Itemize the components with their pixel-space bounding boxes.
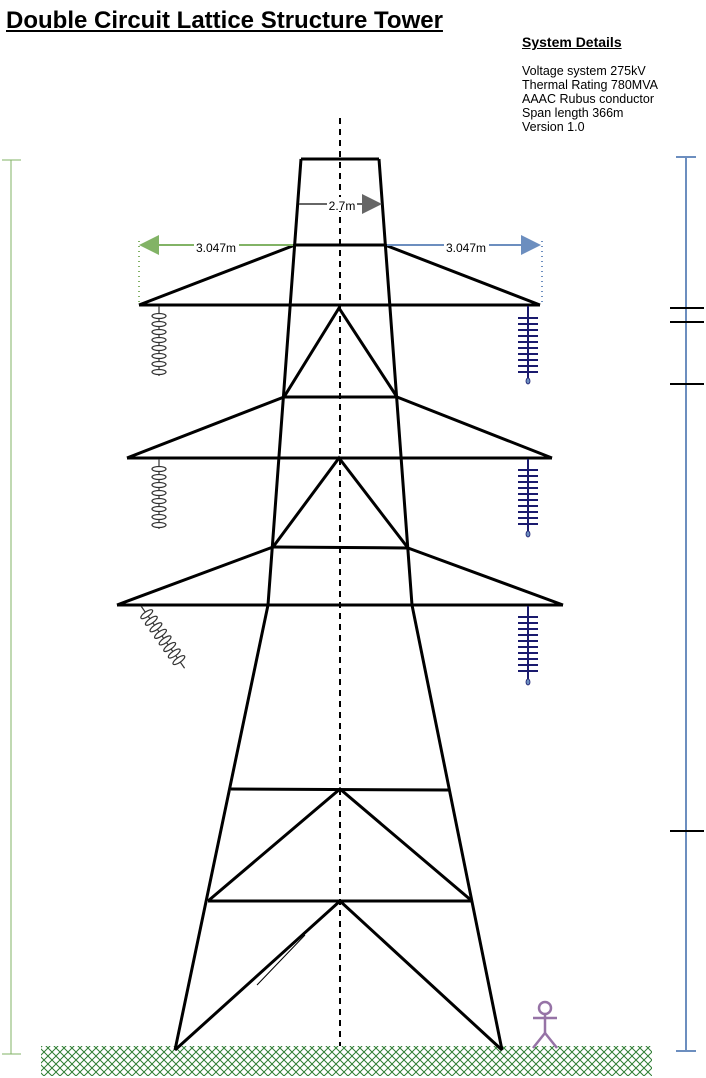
insulator-left-top: [151, 306, 167, 376]
detail-span-length: Span length 366m: [522, 106, 624, 120]
right-crossarm-dimension: [387, 235, 543, 303]
detail-voltage: Voltage system 275kV: [522, 64, 646, 78]
insulator-left-bottom: [140, 605, 186, 669]
detail-thermal-rating: Thermal Rating 780MVA: [522, 78, 658, 92]
ground-hatch: [41, 1046, 652, 1076]
left-crossarm-label: 3.047m: [196, 241, 236, 255]
system-details-heading: System Details: [522, 34, 622, 50]
left-height-bar: [2, 159, 21, 1055]
insulator-right-middle: [518, 459, 538, 538]
insulator-right-bottom: [518, 606, 538, 686]
top-width-label: 2.7m: [329, 199, 356, 213]
detail-conductor: AAAC Rubus conductor: [522, 92, 655, 106]
tower-structure: [116, 157, 564, 1052]
page-title: Double Circuit Lattice Structure Tower: [6, 7, 443, 34]
right-height-bar: [670, 156, 704, 1052]
top-width-dimension: [299, 194, 382, 214]
person-figure-icon: [532, 1000, 558, 1049]
system-details-panel: System Details Voltage system 275kV Ther…: [522, 34, 702, 134]
detail-version: Version 1.0: [522, 120, 585, 134]
insulator-right-top: [518, 306, 538, 385]
insulator-left-middle: [151, 459, 167, 529]
left-crossarm-dimension: [138, 235, 293, 303]
right-crossarm-label: 3.047m: [446, 241, 486, 255]
